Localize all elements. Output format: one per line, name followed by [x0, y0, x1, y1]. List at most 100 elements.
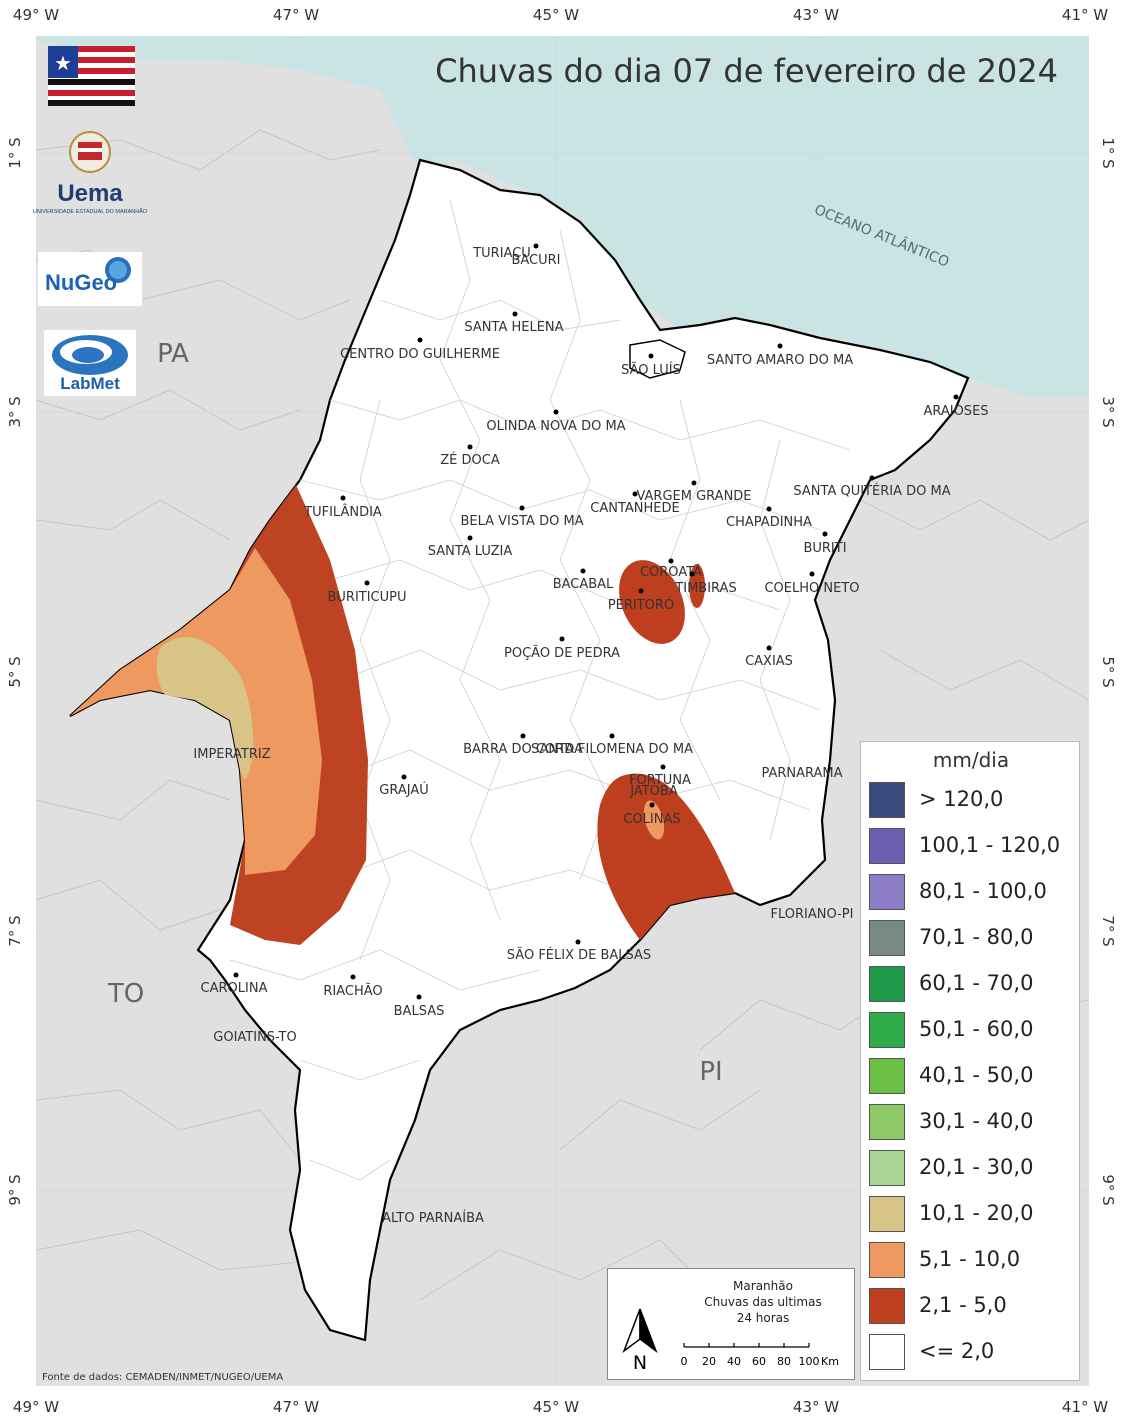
scale-tick-label: 80	[777, 1355, 791, 1368]
legend-title: mm/dia	[932, 748, 1010, 772]
axis-right-label: 1° S	[1099, 137, 1117, 168]
svg-text:★: ★	[54, 51, 72, 75]
cities-layer: TURIAÇU BACURI SANTA HELENA CENTRO DO GU…	[193, 243, 989, 1226]
legend-swatch	[869, 1104, 905, 1140]
city-dot	[559, 636, 565, 642]
city-dot	[638, 588, 644, 594]
legend-label: 70,1 - 80,0	[919, 925, 1034, 949]
city-dot	[580, 568, 586, 574]
legend-swatch	[869, 1334, 905, 1370]
city-label: BACABAL	[553, 577, 614, 592]
city-label: PARNARAMA	[761, 766, 842, 781]
legend-item: 80,1 - 100,0	[869, 874, 1079, 914]
city-label: CAROLINA	[201, 981, 268, 996]
city-label: COELHO NETO	[764, 581, 859, 596]
city-dot	[766, 645, 772, 651]
maranhao-flag: ★	[48, 46, 135, 106]
axis-right-label: 3° S	[1099, 396, 1117, 427]
legend-label: 30,1 - 40,0	[919, 1109, 1034, 1133]
state-label-pi: PI	[699, 1057, 722, 1087]
legend-swatch	[869, 782, 905, 818]
rain-zone-2-5-peritoro	[619, 560, 685, 644]
legend-label: 2,1 - 5,0	[919, 1293, 1007, 1317]
city-label: OLINDA NOVA DO MA	[486, 419, 625, 434]
city-dot	[350, 974, 356, 980]
legend-item: 30,1 - 40,0	[869, 1104, 1079, 1144]
city-label: TIMBIRAS	[674, 581, 736, 596]
city-dot	[689, 571, 695, 577]
legend-item: 40,1 - 50,0	[869, 1058, 1079, 1098]
legend-item: 2,1 - 5,0	[869, 1288, 1079, 1328]
axis-top-label: 49° W	[13, 6, 59, 24]
axis-right-label: 7° S	[1099, 915, 1117, 946]
legend-item: 60,1 - 70,0	[869, 966, 1079, 1006]
city-dot	[519, 505, 525, 511]
state-label-pa: PA	[157, 339, 189, 369]
city-label: GOIATINS-TO	[213, 1030, 296, 1045]
city-label: IMPERATRIZ	[193, 747, 270, 762]
scale-bar	[683, 1343, 810, 1348]
city-label: JATOBÁ	[629, 783, 678, 799]
city-dot	[953, 394, 959, 400]
city-label: CHAPADINHA	[726, 515, 812, 530]
axis-left-label: 1° S	[6, 137, 24, 168]
city-label: CAXIAS	[745, 654, 793, 669]
legend-item: 50,1 - 60,0	[869, 1012, 1079, 1052]
axis-top: 49° W 47° W 45° W 43° W 41° W	[13, 6, 1108, 24]
sao-luis-island	[629, 339, 686, 379]
city-dot	[766, 506, 772, 512]
legend-swatch	[869, 966, 905, 1002]
city-label: CENTRO DO GUILHERME	[340, 347, 500, 362]
axis-left: 1° S 3° S 5° S 7° S 9° S	[6, 137, 24, 1205]
legend-label: <= 2,0	[919, 1339, 995, 1363]
axis-top-label: 47° W	[273, 6, 319, 24]
city-label: SÃO FÉLIX DE BALSAS	[507, 947, 651, 963]
axis-left-label: 5° S	[6, 656, 24, 687]
legend-item: 10,1 - 20,0	[869, 1196, 1079, 1236]
city-dot	[364, 580, 370, 586]
city-dot	[520, 733, 526, 739]
legend-swatch	[869, 1012, 905, 1048]
legend-swatch	[869, 1058, 905, 1094]
city-label: BARRA DO CORDA	[463, 742, 583, 757]
city-label: SANTA HELENA	[464, 320, 563, 335]
scale-tick-label: 40	[727, 1355, 741, 1368]
city-dot	[822, 531, 828, 537]
city-label: PERITORÓ	[608, 597, 674, 613]
city-dot	[233, 972, 239, 978]
city-label: TUFILÂNDIA	[303, 504, 382, 520]
legend-item: > 120,0	[869, 782, 1079, 822]
scale-graphics: N 0 20 40 60 80 100 Km	[622, 1308, 839, 1374]
axis-left-label: 9° S	[6, 1174, 24, 1205]
city-label: SANTO AMARO DO MA	[707, 353, 853, 368]
ocean-area	[36, 36, 1089, 398]
legend-label: 50,1 - 60,0	[919, 1017, 1034, 1041]
uema-logo-text: Uema	[57, 180, 123, 207]
city-dot	[467, 444, 473, 450]
axis-bottom-label: 47° W	[273, 1398, 319, 1416]
scale-unit-label: Km	[821, 1355, 839, 1368]
legend-label: 20,1 - 30,0	[919, 1155, 1034, 1179]
legend-label: 40,1 - 50,0	[919, 1063, 1034, 1087]
scale-tick-label: 0	[681, 1355, 688, 1368]
city-dot	[417, 337, 423, 343]
axis-bottom-label: 49° W	[13, 1398, 59, 1416]
city-label: COLINAS	[623, 812, 680, 827]
city-dot	[632, 491, 638, 497]
legend-item: 100,1 - 120,0	[869, 828, 1079, 868]
legend-swatch	[869, 1242, 905, 1278]
city-label: VARGEM GRANDE	[636, 489, 751, 504]
axis-top-label: 41° W	[1062, 6, 1108, 24]
scale-box-line3: 24 horas	[736, 1311, 790, 1325]
legend-swatch	[869, 1288, 905, 1324]
city-label: SANTA LUZIA	[428, 544, 513, 559]
city-dot	[467, 535, 473, 541]
rain-zone-2-5-colinas	[597, 773, 735, 940]
city-label: BURITI	[803, 541, 846, 556]
legend-swatch	[869, 1196, 905, 1232]
city-dot	[609, 733, 615, 739]
city-dot	[649, 802, 655, 808]
scale-tick-label: 60	[752, 1355, 766, 1368]
labmet-logo: LabMet	[44, 330, 136, 396]
city-label: ZÉ DOCA	[440, 452, 500, 468]
